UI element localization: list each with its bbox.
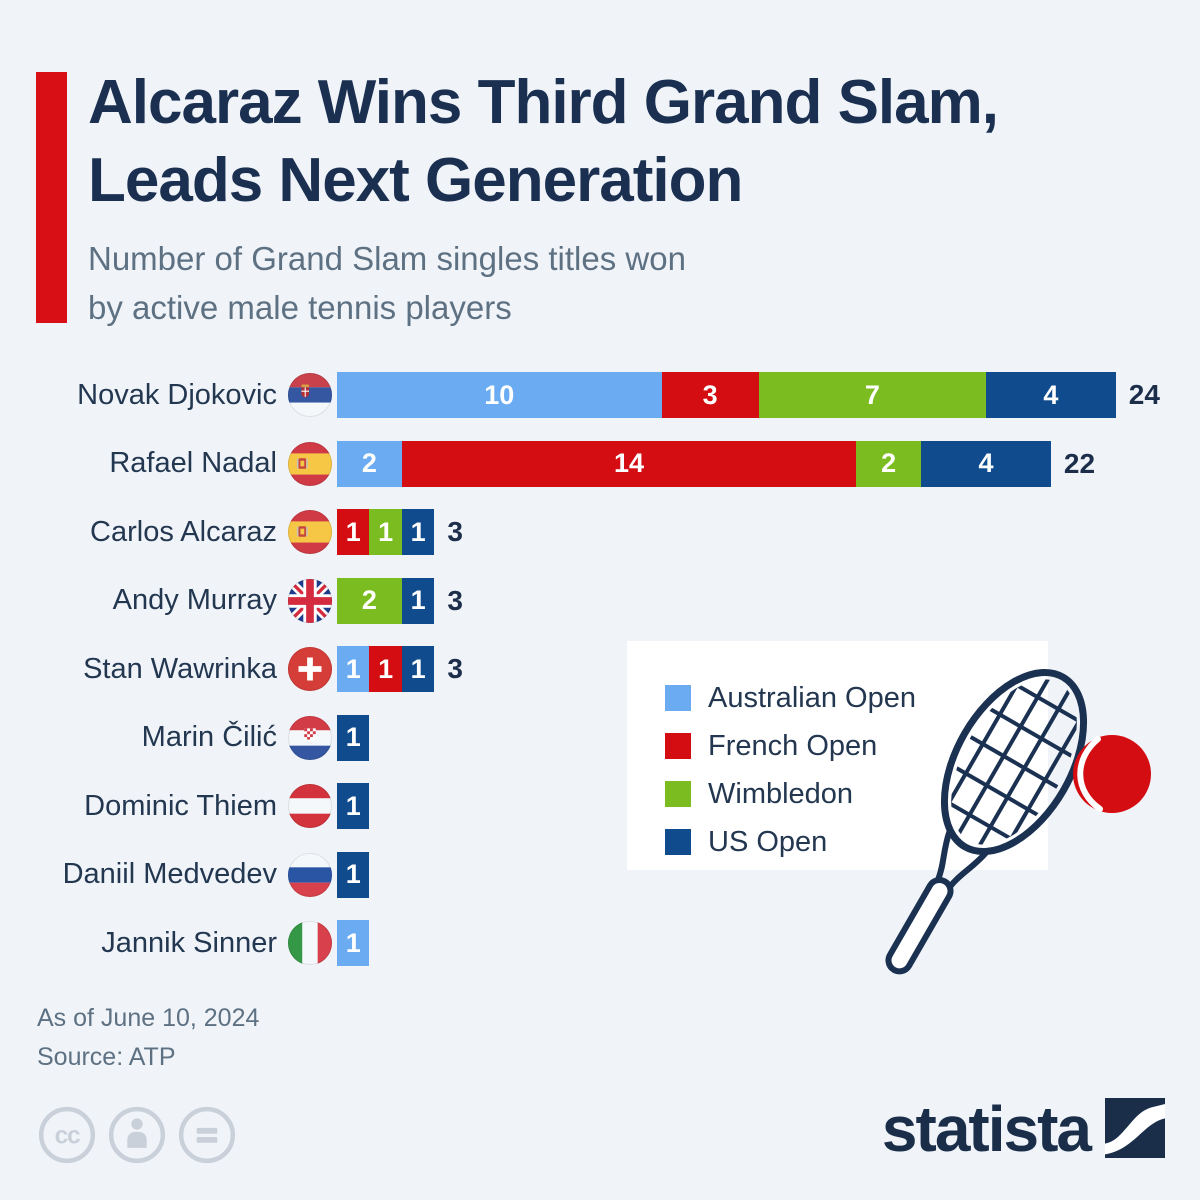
player-name-label: Rafael Nadal [109, 447, 277, 480]
svg-text:cc: cc [55, 1122, 80, 1149]
player-name-label: Novak Djokovic [77, 378, 277, 411]
tennis-ball-icon [1073, 735, 1151, 813]
row-total-label: 3 [447, 653, 463, 685]
switzerland-flag-icon [287, 646, 333, 692]
player-row-dominic-thiem: Dominic Thiem 1 [0, 772, 1200, 841]
row-total-label: 3 [447, 584, 463, 616]
us-open-swatch [665, 829, 691, 855]
legend-label: Australian Open [708, 681, 916, 714]
bar-track: 1 [337, 783, 370, 830]
subtitle-line-2: by active male tennis players [88, 289, 512, 326]
tennis-racket-icon [870, 640, 1180, 1000]
legend-item-wimbledon: Wimbledon [665, 770, 1048, 818]
wimbledon-swatch [665, 781, 691, 807]
bar-segment-wimbledon: 2 [337, 577, 402, 624]
statista-wordmark: statista [881, 1093, 1092, 1165]
player-name-label: Andy Murray [112, 584, 277, 617]
page-title: Alcaraz Wins Third Grand Slam, Leads Nex… [88, 64, 999, 220]
subtitle-line-1: Number of Grand Slam singles titles won [88, 240, 686, 277]
bar-segment-french-open: 1 [337, 509, 370, 556]
australian-open-swatch [665, 685, 691, 711]
page-subtitle: Number of Grand Slam singles titles won … [88, 234, 686, 332]
title-line-2: Leads Next Generation [88, 146, 743, 215]
spain-flag-icon [287, 441, 333, 487]
bar-track: 1 [337, 714, 370, 761]
bar-segment-australian-open: 10 [337, 372, 662, 419]
bar-segment-us-open: 4 [921, 440, 1051, 487]
player-name-label: Dominic Thiem [84, 789, 277, 822]
french-open-swatch [665, 733, 691, 759]
legend-label: Wimbledon [708, 777, 854, 810]
red-accent-bar [36, 72, 67, 323]
license-icons: cc [36, 1104, 238, 1166]
bar-segment-us-open: 1 [401, 509, 435, 556]
row-total-label: 3 [447, 516, 463, 548]
as-of-date: As of June 10, 2024 [37, 1004, 260, 1032]
bar-segment-french-open: 14 [401, 440, 857, 487]
title-line-1: Alcaraz Wins Third Grand Slam, [88, 68, 999, 137]
player-name-label: Marin Čilić [141, 721, 277, 754]
player-name-label: Stan Wawrinka [83, 652, 277, 685]
legend-item-french-open: French Open [665, 722, 1048, 770]
serbia-flag-icon [287, 372, 333, 418]
bar-segment-us-open: 1 [337, 783, 370, 830]
legend-label: US Open [708, 825, 828, 858]
bar-segment-french-open: 1 [369, 646, 402, 693]
player-row-daniil-medvedev: Daniil Medvedev 1 [0, 841, 1200, 910]
equality-icon [178, 1106, 236, 1164]
player-row-rafael-nadal: Rafael Nadal 2 14 2 4 22 [0, 430, 1200, 499]
stacked-bar-chart: Novak Djokovic 10 3 7 4 24 Rafael Nadal 2 14 2 4… [0, 361, 1200, 978]
bar-segment-us-open: 1 [401, 646, 435, 693]
legend-label: French Open [708, 729, 878, 762]
bar-track: 2 14 2 4 [337, 440, 1051, 487]
italy-flag-icon [287, 920, 333, 966]
russia-flag-icon [287, 852, 333, 898]
bar-segment-australian-open: 2 [337, 440, 402, 487]
player-row-novak-djokovic: Novak Djokovic 10 3 7 4 24 [0, 361, 1200, 430]
legend-item-australian-open: Australian Open [665, 674, 1048, 722]
player-row-marin-čilić: Marin Čilić 1 [0, 704, 1200, 773]
footer-note: As of June 10, 2024 Source: ATP [37, 999, 259, 1077]
statista-logo-mark [1105, 1098, 1165, 1158]
player-row-jannik-sinner: Jannik Sinner 1 [0, 909, 1200, 978]
statista-branding: statista [881, 1093, 1165, 1165]
player-name-label: Daniil Medvedev [62, 858, 277, 891]
bar-track: 10 3 7 4 [337, 372, 1116, 419]
croatia-flag-icon [287, 715, 333, 761]
bar-track: 1 [337, 851, 370, 898]
creative-commons-icon: cc [38, 1106, 96, 1164]
bar-segment-us-open: 1 [401, 577, 435, 624]
bar-segment-us-open: 1 [337, 851, 370, 898]
bar-segment-us-open: 1 [337, 714, 370, 761]
attribution-icon [108, 1106, 166, 1164]
bar-segment-wimbledon: 1 [369, 509, 402, 556]
bar-track: 1 [337, 920, 370, 967]
bar-segment-australian-open: 1 [337, 646, 370, 693]
united-kingdom-flag-icon [287, 578, 333, 624]
bar-segment-australian-open: 1 [337, 920, 370, 967]
player-name-label: Jannik Sinner [101, 926, 277, 959]
bar-segment-french-open: 3 [661, 372, 759, 419]
austria-flag-icon [287, 783, 333, 829]
source-label: Source: ATP [37, 1043, 176, 1071]
bar-segment-wimbledon: 7 [758, 372, 986, 419]
row-total-label: 24 [1128, 379, 1160, 411]
row-total-label: 22 [1063, 447, 1096, 479]
bar-segment-wimbledon: 2 [856, 440, 922, 487]
legend-item-us-open: US Open [665, 818, 1048, 866]
spain-flag-icon [287, 509, 333, 555]
bar-segment-us-open: 4 [985, 372, 1116, 419]
player-name-label: Carlos Alcaraz [90, 515, 277, 548]
